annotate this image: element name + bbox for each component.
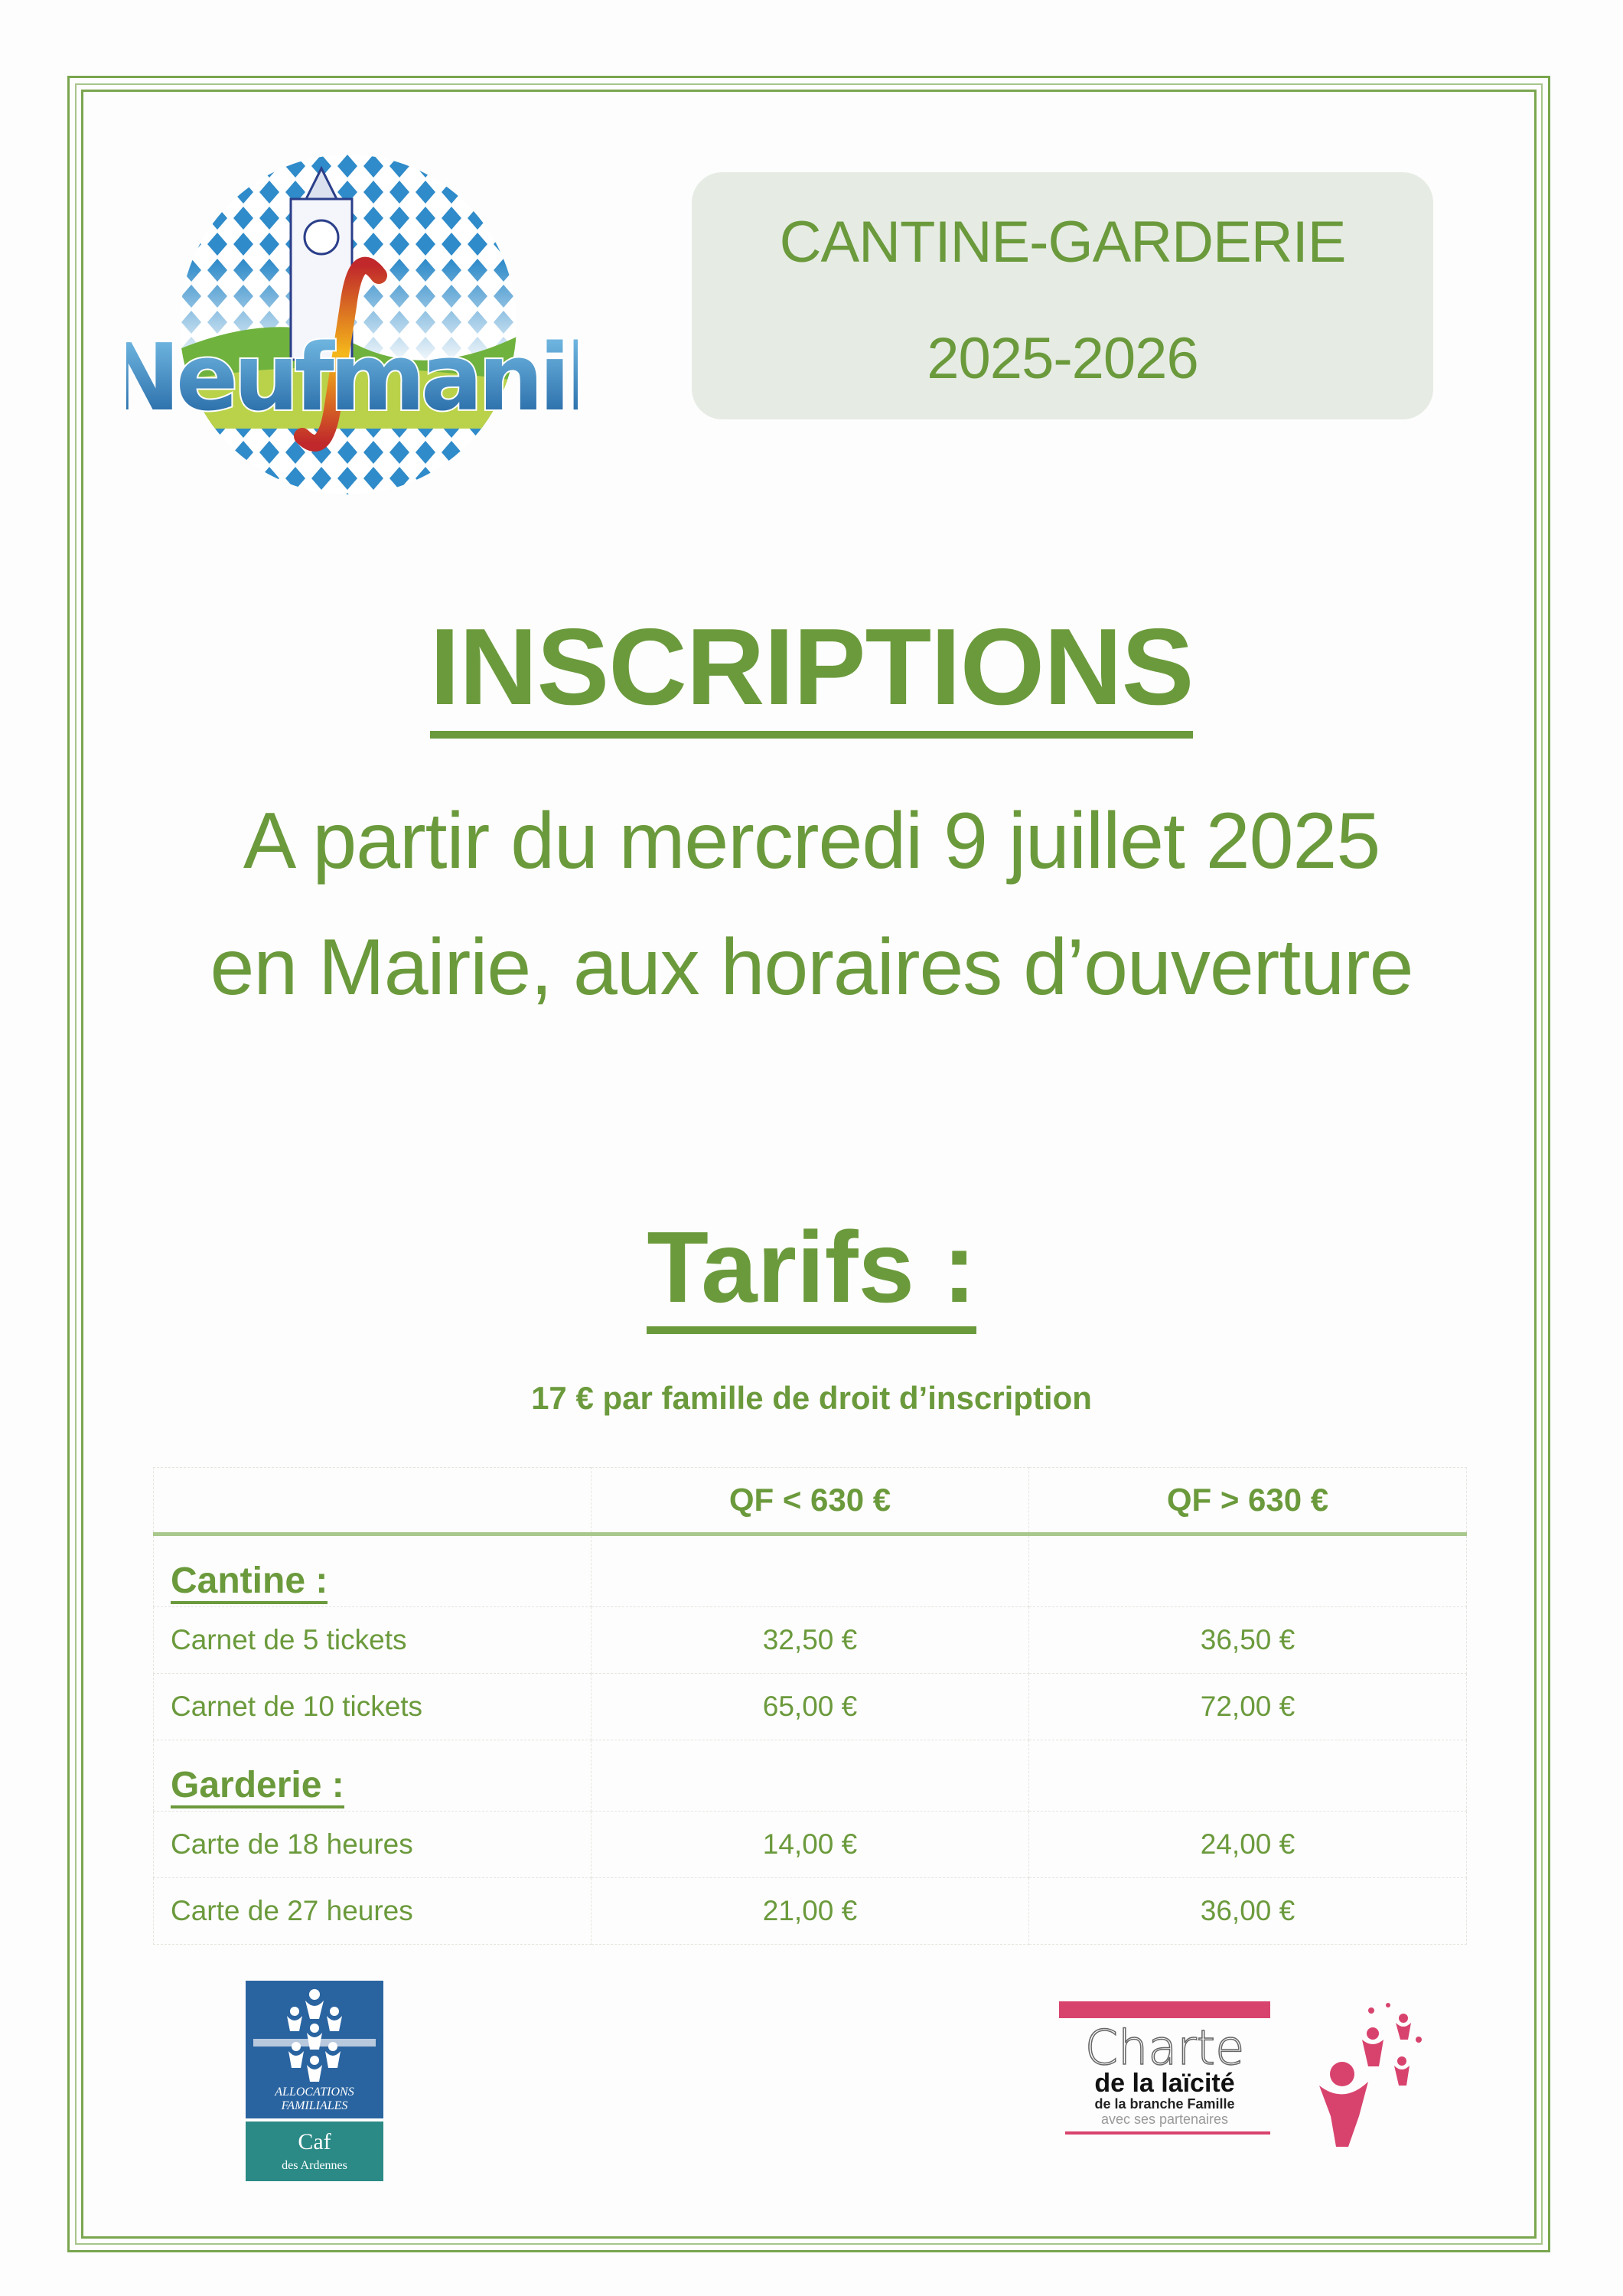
row-label: Carnet de 10 tickets xyxy=(153,1673,592,1740)
section-title-text: Garderie : xyxy=(171,1765,344,1808)
page-border-inner xyxy=(81,90,1537,2239)
price-low: 21,00 € xyxy=(591,1877,1029,1945)
title-cantine-garderie: CANTINE-GARDERIE xyxy=(779,210,1347,275)
neufmanil-logo: Neufmanil xyxy=(126,155,578,494)
row-label: Carte de 27 heures xyxy=(153,1877,592,1945)
page-border-middle xyxy=(75,83,1543,2245)
section-title-text: Cantine : xyxy=(171,1561,328,1604)
header-cell-empty xyxy=(153,1467,592,1536)
caf-line2: FAMILIALES xyxy=(281,2099,348,2112)
price-low: 14,00 € xyxy=(591,1811,1029,1878)
charte-title: Charte xyxy=(1085,2020,1245,2076)
section-row-garderie: Garderie : xyxy=(153,1740,1467,1812)
charte-line4: avec ses partenaires xyxy=(1101,2112,1228,2127)
empty-cell xyxy=(591,1534,1029,1607)
table-row: Carte de 27 heures 21,00 € 36,00 € xyxy=(153,1877,1467,1945)
row-label: Carnet de 5 tickets xyxy=(153,1606,592,1674)
tarifs-heading-text: Tarifs : xyxy=(647,1211,976,1334)
start-date-line: A partir du mercredi 9 juillet 2025 xyxy=(243,797,1380,885)
row-label: Carte de 18 heures xyxy=(153,1811,592,1878)
caf-line4: des Ardennes xyxy=(282,2159,347,2172)
title-school-year: 2025-2026 xyxy=(927,326,1198,391)
table-row: Carnet de 10 tickets 65,00 € 72,00 € xyxy=(153,1673,1467,1740)
charte-figures-icon xyxy=(1319,2003,1422,2147)
price-high: 72,00 € xyxy=(1028,1673,1467,1740)
inscriptions-heading-text: INSCRIPTIONS xyxy=(429,606,1194,739)
caf-line1: ALLOCATIONS xyxy=(274,2086,354,2099)
caf-family-icon xyxy=(287,1989,342,2082)
empty-cell xyxy=(1028,1534,1467,1607)
price-low: 32,50 € xyxy=(591,1606,1029,1674)
registration-fee: 17 € par famille de droit d’inscription xyxy=(531,1380,1092,1416)
section-title: Garderie : xyxy=(153,1740,592,1812)
inscriptions-heading: INSCRIPTIONS xyxy=(0,605,1623,739)
price-high: 24,00 € xyxy=(1028,1811,1467,1878)
caf-line3: Caf xyxy=(298,2129,331,2154)
charte-line3: de la branche Famille xyxy=(1094,2096,1234,2112)
section-title: Cantine : xyxy=(153,1534,592,1607)
charte-laicite-logo: Charte de la laïcité de la branche Famil… xyxy=(1059,2001,1422,2147)
price-table: QF < 630 € QF > 630 € Cantine : Carnet d… xyxy=(153,1467,1467,1945)
charte-subtitle: de la laïcité xyxy=(1094,2069,1234,2098)
location-line: en Mairie, aux horaires d’ouverture xyxy=(210,923,1413,1012)
logo-wordmark: Neufmanil xyxy=(126,325,578,432)
header-qf-low: QF < 630 € xyxy=(591,1467,1029,1536)
table-row: Carte de 18 heures 14,00 € 24,00 € xyxy=(153,1811,1467,1878)
page-border-outer xyxy=(67,76,1550,2252)
empty-cell xyxy=(591,1740,1029,1812)
price-low: 65,00 € xyxy=(591,1673,1029,1740)
header-qf-high: QF > 630 € xyxy=(1028,1467,1467,1536)
section-row-cantine: Cantine : xyxy=(153,1534,1467,1607)
price-high: 36,00 € xyxy=(1028,1877,1467,1945)
caf-logo: ALLOCATIONS FAMILIALES Caf des Ardennes xyxy=(246,1981,383,2181)
table-header-row: QF < 630 € QF > 630 € xyxy=(153,1467,1467,1536)
empty-cell xyxy=(1028,1740,1467,1812)
price-high: 36,50 € xyxy=(1028,1606,1467,1674)
table-row: Carnet de 5 tickets 32,50 € 36,50 € xyxy=(153,1606,1467,1674)
title-box: CANTINE-GARDERIE 2025-2026 xyxy=(692,172,1433,419)
tarifs-heading: Tarifs : xyxy=(0,1209,1623,1334)
